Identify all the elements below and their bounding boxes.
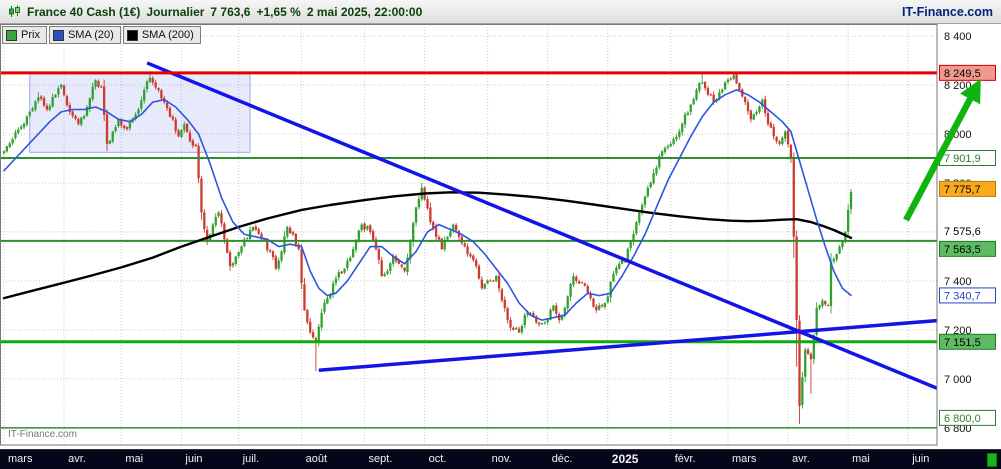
sma20-value-label: 7 340,7 <box>944 290 981 302</box>
time-axis-label-mars: mars <box>731 453 757 465</box>
last-price-text: 7 763,6 <box>210 4 251 19</box>
legend-item-sma20[interactable]: SMA (20) <box>48 26 121 44</box>
level-line-6800-box <box>939 409 996 426</box>
chart-watermark: IT-Finance.com <box>8 429 77 440</box>
chart-title: France 40 Cash (1€) Journalier 7 763,6 +… <box>27 5 422 19</box>
plot-area <box>0 24 937 445</box>
candlestick-app-icon <box>8 5 21 18</box>
time-axis-label-juin: juin <box>185 453 203 465</box>
time-axis-label-avr: avr. <box>792 453 810 465</box>
time-axis-label-juin: juin <box>912 453 930 465</box>
last-price-badge-box <box>939 180 996 197</box>
brand-link[interactable]: IT-Finance.com <box>902 4 993 19</box>
resistance-line-8249: 8 249,5 <box>944 68 981 80</box>
sma20-swatch-icon <box>52 29 64 41</box>
timeframe-label: Journalier <box>146 4 205 19</box>
jump-to-latest-button[interactable] <box>987 453 997 467</box>
change-percent: +1,65 % <box>256 4 301 19</box>
time-axis-label-août: août <box>305 453 328 465</box>
level-line-6800: 6 800,0 <box>944 413 981 425</box>
axis-tick-label: 7 000 <box>944 374 972 386</box>
instrument-name: France 40 Cash (1€) <box>27 4 141 19</box>
trendline-ascending[interactable] <box>318 318 937 373</box>
axis-tick-label: 8 400 <box>944 31 972 43</box>
sma200-line <box>2 191 853 300</box>
candles-layer <box>2 71 853 425</box>
level-line-7563-box <box>939 240 996 257</box>
legend: Prix SMA (20) SMA (200) <box>2 26 201 44</box>
time-axis[interactable]: mars avr. mai juin juil. août sept. oct. nov. déc… <box>0 449 1001 469</box>
support-line-7151-box <box>939 333 996 350</box>
time-axis-label-mai: mai <box>852 453 870 465</box>
time-axis-label-oct: oct. <box>428 453 447 465</box>
sma20-line <box>3 89 852 321</box>
sma20-value-label-box <box>939 287 996 304</box>
trendline-descending[interactable] <box>146 61 937 390</box>
time-axis-label-févr: févr. <box>674 453 696 465</box>
legend-label-prix: Prix <box>21 28 40 41</box>
time-axis-label-juil: juil. <box>242 453 260 465</box>
legend-item-sma200[interactable]: SMA (200) <box>122 26 201 44</box>
level-line-7901: 7 901,9 <box>944 153 981 165</box>
legend-label-sma20: SMA (20) <box>67 28 114 41</box>
quote-datetime: 2 mai 2025, 22:00:00 <box>306 4 423 19</box>
prix-swatch-icon <box>6 29 17 41</box>
time-axis-label-mars: mars <box>8 453 33 465</box>
time-axis-label-nov: nov. <box>491 453 512 465</box>
legend-item-prix[interactable]: Prix <box>2 26 47 44</box>
last-price-badge: 7 775,7 <box>944 184 981 196</box>
time-axis-label-sept: sept. <box>368 453 393 465</box>
sma200-swatch-icon <box>126 29 138 41</box>
legend-label-sma200: SMA (200) <box>141 28 194 41</box>
axis-tick-label: 8 200 <box>944 80 972 92</box>
support-line-7151: 7 151,5 <box>944 337 981 349</box>
time-axis-label-2025: 2025 <box>611 452 639 466</box>
level-line-7563: 7 563,5 <box>944 244 981 256</box>
sma200-value-label: 7 575,6 <box>944 226 981 238</box>
title-bar: France 40 Cash (1€) Journalier 7 763,6 +… <box>0 0 1001 24</box>
time-axis-label-avr: avr. <box>68 453 86 465</box>
axis-tick-label: 7 400 <box>944 276 972 288</box>
time-axis-label-déc: déc. <box>551 453 573 465</box>
time-axis-label-mai: mai <box>125 453 144 465</box>
annotation-arrow[interactable] <box>903 78 981 222</box>
highlight-zone[interactable] <box>29 73 251 153</box>
